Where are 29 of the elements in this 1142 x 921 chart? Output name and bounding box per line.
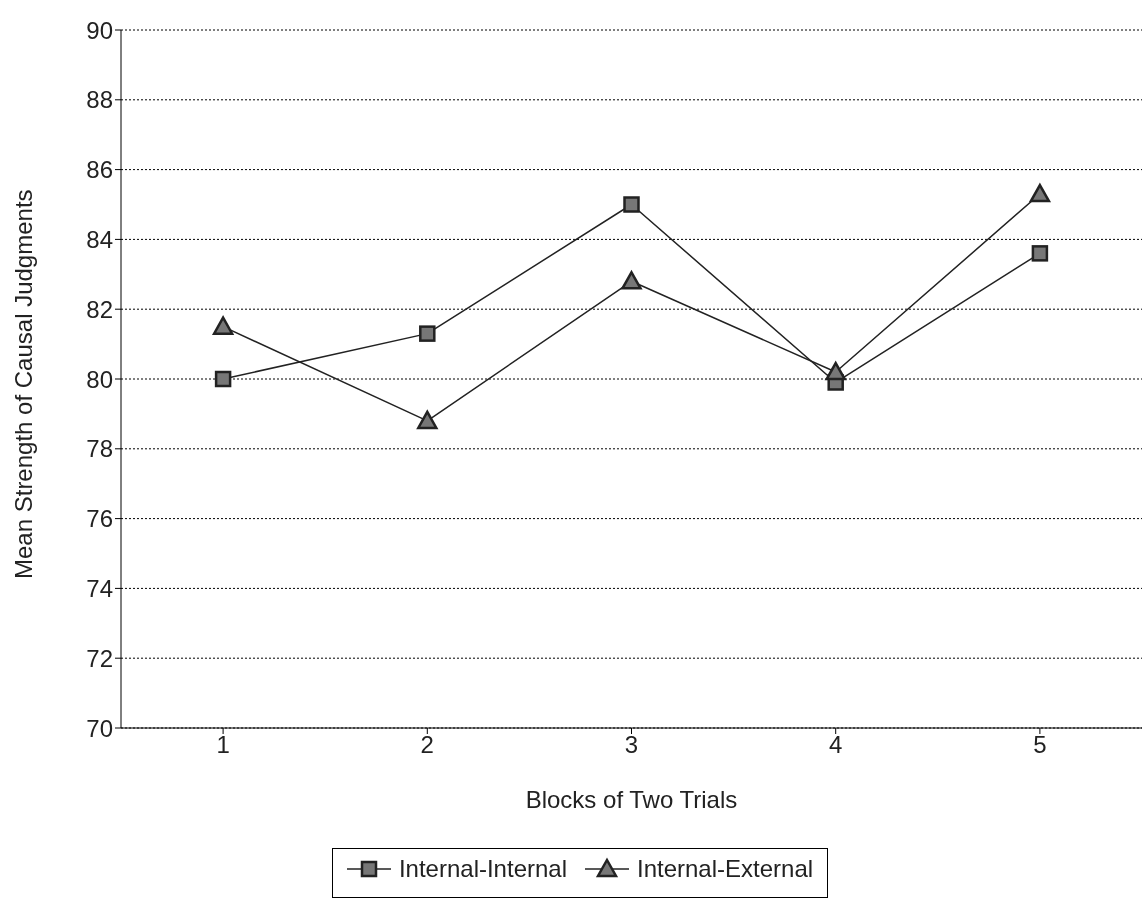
y-tick-label: 90	[86, 16, 113, 44]
y-tick-label: 82	[86, 295, 113, 323]
point	[1031, 245, 1049, 262]
legend-label: Internal-External	[636, 855, 814, 883]
x-tick-label: 1	[216, 731, 230, 759]
x-tick-label: 4	[829, 731, 843, 759]
y-tick-label: 74	[86, 574, 113, 602]
x-axis-title: Blocks of Two Trials	[525, 786, 738, 813]
y-tick-label: 78	[86, 435, 113, 463]
y-tick-label: 80	[86, 365, 113, 393]
y-axis-title: Mean Strength of Causal Judgments	[9, 189, 37, 579]
x-tick-label: 5	[1033, 731, 1047, 759]
x-tick-label: 3	[624, 731, 639, 759]
x-tick-label: 2	[420, 731, 434, 759]
y-tick-label: 72	[86, 644, 113, 672]
legend-label: Internal-Internal	[397, 855, 567, 883]
y-tick-label: 76	[86, 505, 113, 533]
point	[214, 370, 232, 388]
point	[623, 196, 640, 213]
y-tick-label: 86	[86, 156, 113, 184]
y-tick-label: 88	[86, 86, 113, 114]
point	[419, 325, 436, 342]
point	[212, 316, 234, 335]
y-tick-label: 84	[86, 225, 113, 253]
point	[621, 271, 642, 290]
point	[417, 410, 438, 430]
y-tick-label: 70	[86, 714, 113, 742]
point	[825, 361, 846, 381]
point	[1029, 183, 1051, 203]
